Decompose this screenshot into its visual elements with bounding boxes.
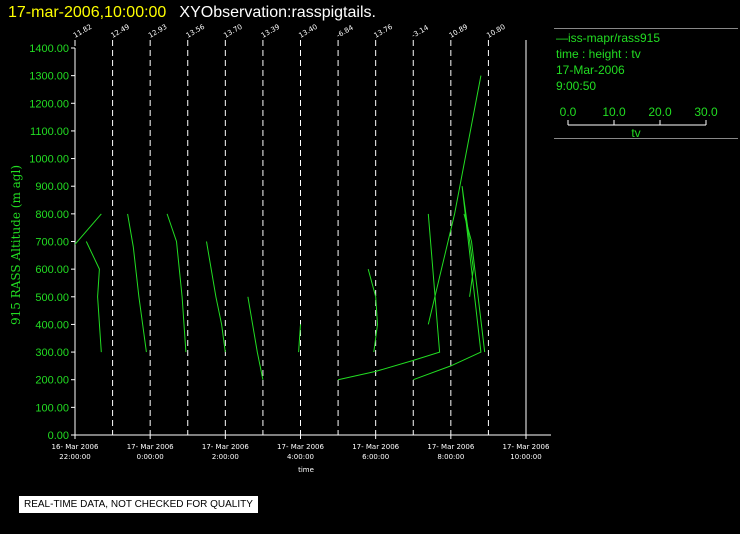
y-tick-label: 1000.00	[29, 154, 69, 166]
y-tick-label: 800.00	[35, 209, 69, 221]
profile-value-label: 13.40	[298, 23, 319, 40]
y-tick-label: 500.00	[35, 292, 69, 304]
profile-guides: 11.82 12.49 12.93 13.56 13.70 13.39 13.40 -6.84…	[72, 23, 507, 435]
profile-value-label: 12.93	[147, 23, 168, 40]
x-tick-date-label: 17- Mar 2006	[352, 443, 399, 451]
y-tick-label: 1300.00	[29, 71, 69, 83]
series-line	[166, 213, 187, 353]
legend-time: 9:00:50	[556, 79, 597, 93]
series-line	[74, 213, 102, 245]
profile-value-label: 10.89	[448, 23, 469, 40]
profile-value-label: 13.56	[185, 23, 207, 40]
legend: —iss-mapr/rass915 time : height : tv 17-…	[554, 28, 738, 140]
profile-value-label: 10.80	[485, 23, 506, 40]
profile-value-label: 13.39	[260, 23, 281, 40]
series-lines	[74, 75, 486, 381]
x-tick-date-label: 16- Mar 2006	[52, 443, 99, 451]
profile-value-label: 12.49	[110, 23, 131, 40]
x-tick-time-label: 8:00:00	[437, 453, 464, 461]
y-tick-label: 0.00	[48, 430, 69, 442]
series-line	[367, 268, 379, 353]
y-tick-label: 300.00	[35, 347, 69, 359]
profile-value-label: 13.70	[222, 23, 243, 40]
y-tick-label: 200.00	[35, 375, 69, 387]
x-tick-time-label: 10:00:00	[510, 453, 541, 461]
legend-line-swatch: —	[556, 31, 568, 45]
title-timestamp: 17-mar-2006,10:00:00	[8, 4, 167, 21]
x-tick-date-label: 17- Mar 2006	[503, 443, 550, 451]
series-line	[206, 241, 226, 353]
y-tick-label: 1400.00	[29, 43, 69, 55]
x-tick-time-label: 4:00:00	[287, 453, 314, 461]
profile-value-label: -3.14	[410, 23, 430, 39]
profile-value-label: 11.82	[72, 23, 93, 40]
series-line	[463, 213, 486, 353]
legend-scale-tick-label: 0.0	[560, 106, 577, 119]
legend-variables: time : height : tv	[556, 47, 641, 61]
profile-value-label: 13.76	[373, 23, 395, 40]
title-observation: XYObservation:rasspigtails.	[179, 4, 376, 21]
y-tick-label: 1100.00	[30, 126, 69, 138]
x-tick-date-label: 17- Mar 2006	[427, 443, 474, 451]
series-line	[413, 186, 482, 381]
legend-scale-tick-label: 30.0	[694, 106, 718, 119]
legend-scale-tick-label: 20.0	[648, 106, 672, 119]
legend-scale: 0.0 10.0 20.0 30.0 tv	[560, 106, 718, 140]
axes: 0.00 100.00 200.00 300.00 400.00 500.00 600.00…	[29, 40, 551, 461]
series-line	[337, 213, 441, 381]
y-tick-label: 700.00	[35, 237, 69, 249]
series-line	[85, 241, 102, 353]
legend-divider	[554, 138, 738, 139]
y-tick-label: 600.00	[35, 264, 69, 276]
x-tick-date-label: 17- Mar 2006	[127, 443, 174, 451]
series-line	[127, 213, 147, 353]
series-line	[427, 75, 482, 325]
x-tick-date-label: 17- Mar 2006	[202, 443, 249, 451]
legend-date: 17-Mar-2006	[556, 63, 625, 77]
profile-value-label: -6.84	[335, 23, 355, 39]
x-axis-label: time	[298, 466, 314, 474]
x-tick-time-label: 6:00:00	[362, 453, 389, 461]
y-tick-label: 900.00	[35, 181, 69, 193]
legend-scale-label: tv	[631, 126, 640, 140]
x-tick-time-label: 2:00:00	[212, 453, 239, 461]
x-tick-date-label: 17- Mar 2006	[277, 443, 324, 451]
y-tick-label: 400.00	[35, 319, 69, 331]
y-axis-label: 915 RASS Altitude (m agl)	[9, 165, 23, 325]
title-bar: 17-mar-2006,10:00:00 XYObservation:rassp…	[8, 2, 376, 22]
y-tick-label: 100.00	[35, 402, 69, 414]
legend-scale-tick-label: 10.0	[602, 106, 626, 119]
quality-notice: REAL-TIME DATA, NOT CHECKED FOR QUALITY	[19, 496, 258, 513]
x-tick-time-label: 0:00:00	[137, 453, 164, 461]
legend-series: —iss-mapr/rass915	[556, 30, 660, 46]
legend-divider	[554, 28, 738, 29]
series-line	[298, 324, 301, 353]
x-tick-time-label: 22:00:00	[59, 453, 90, 461]
series-line	[247, 296, 264, 380]
y-tick-label: 1200.00	[29, 98, 69, 110]
legend-series-label: iss-mapr/rass915	[568, 31, 661, 45]
